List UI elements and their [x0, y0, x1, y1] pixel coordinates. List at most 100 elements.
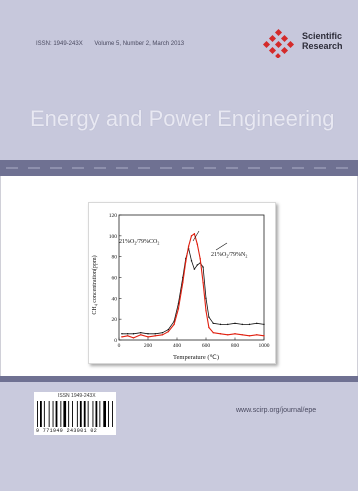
volume-info-text: Volume 5, Number 2, March 2013 [94, 41, 184, 47]
data-point [208, 327, 209, 328]
data-point [162, 332, 163, 333]
journal-website-link[interactable]: www.scirp.org/journal/epe [236, 407, 316, 414]
data-point [263, 324, 264, 325]
series-label-n2: 21%O2/79%N2 [211, 252, 247, 259]
methane-chart: 0 20 40 60 80 100 120 0 200 400 600 800 1000 CH4 co… [89, 203, 275, 363]
barcode-bar [68, 401, 69, 427]
strip-pattern [0, 160, 358, 176]
data-point [234, 333, 235, 334]
decorative-strip [0, 160, 358, 176]
barcode-bar [37, 401, 38, 427]
data-point [173, 324, 174, 325]
barcode-bar [56, 401, 58, 427]
strip-dash [160, 167, 172, 169]
data-point [168, 331, 169, 332]
data-point [256, 334, 257, 335]
barcode-bar [103, 401, 106, 427]
data-point [213, 332, 214, 333]
data-point [200, 258, 201, 259]
barcode-bar [108, 401, 109, 427]
publisher-line-1: Scientific [302, 31, 343, 41]
data-point [202, 266, 203, 267]
strip-dash [72, 167, 84, 169]
publisher-line-2: Research [302, 41, 343, 51]
data-point [208, 316, 209, 317]
data-point [121, 336, 122, 337]
barcode-bar [49, 401, 50, 427]
barcode-bar [60, 401, 61, 427]
data-point [227, 324, 228, 325]
data-point [194, 233, 195, 234]
data-point [182, 282, 183, 283]
data-point [263, 335, 264, 336]
data-point [133, 337, 134, 338]
y-tick-label: 60 [112, 276, 118, 282]
cover-header-band [0, 0, 358, 160]
strip-dash [226, 167, 238, 169]
barcode-number: 9 771949 243001 02 [36, 428, 97, 434]
data-point [140, 334, 141, 335]
data-point [205, 310, 206, 311]
y-tick-label: 80 [112, 255, 118, 261]
barcode-bar [63, 401, 66, 427]
strip-dash [28, 167, 40, 169]
cover-figure: 0 20 40 60 80 100 120 0 200 400 600 800 1000 CH4 co… [88, 202, 276, 364]
series-label-co2: 21%O2/79%CO2 [119, 239, 159, 246]
data-point [220, 324, 221, 325]
strip-dash [6, 167, 18, 169]
publisher-name: Scientific Research [302, 31, 343, 51]
data-point [178, 308, 179, 309]
barcode-bar [96, 401, 98, 427]
data-point [162, 334, 163, 335]
data-point [121, 333, 122, 334]
strip-dash [94, 167, 106, 169]
y-tick-label: 120 [109, 213, 118, 219]
data-point [127, 335, 128, 336]
issn-text: ISSN: 1949-243X [36, 41, 83, 47]
data-point [242, 334, 243, 335]
data-point [155, 333, 156, 334]
data-point [197, 243, 198, 244]
data-point [188, 246, 189, 247]
x-tick-label: 600 [202, 343, 211, 349]
data-point [127, 333, 128, 334]
strip-dash [182, 167, 194, 169]
strip-dash [314, 167, 326, 169]
data-point [133, 333, 134, 334]
barcode-bar [88, 401, 89, 427]
data-point [202, 282, 203, 283]
data-point [256, 323, 257, 324]
y-tick-label: 100 [109, 234, 118, 240]
y-tick-label: 40 [112, 296, 118, 302]
x-tick-label: 800 [231, 343, 240, 349]
journal-title: Energy and Power Engineering [30, 106, 335, 132]
y-tick-label: 20 [112, 317, 118, 323]
data-point [155, 335, 156, 336]
data-point [213, 323, 214, 324]
x-tick-label: 200 [144, 343, 153, 349]
data-point [220, 333, 221, 334]
data-point [147, 336, 148, 337]
data-point [191, 260, 192, 261]
barcode-bar [93, 401, 94, 427]
strip-dash [248, 167, 260, 169]
logo-diamond-icon [263, 29, 294, 58]
data-point [194, 268, 195, 269]
barcode-bar [40, 401, 42, 427]
strip-dash [138, 167, 150, 169]
x-tick-label: 1000 [259, 343, 270, 349]
barcode-bar [84, 401, 86, 427]
data-point [197, 264, 198, 265]
x-tick-label: 0 [118, 343, 121, 349]
data-point [205, 298, 206, 299]
barcode-bar [77, 401, 78, 427]
data-point [249, 324, 250, 325]
barcode-bar [112, 401, 113, 427]
data-point [168, 329, 169, 330]
data-point [227, 334, 228, 335]
strip-dash [204, 167, 216, 169]
data-point [147, 333, 148, 334]
barcode-bar [72, 401, 73, 427]
strip-dash [292, 167, 304, 169]
